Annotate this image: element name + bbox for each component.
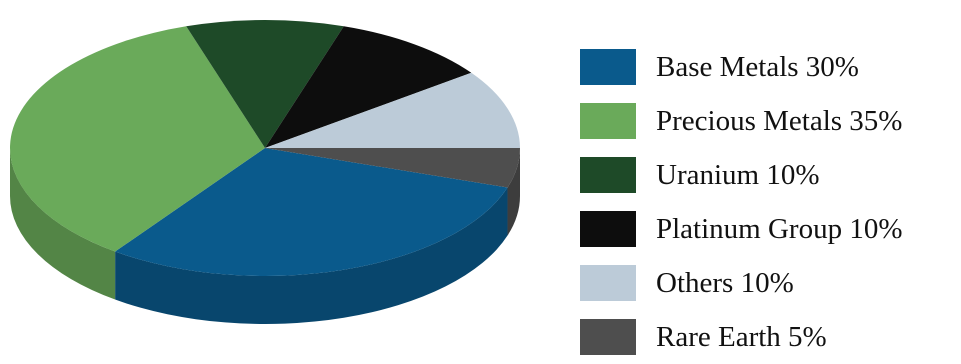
legend-label: Platinum Group 10% — [656, 212, 903, 245]
legend-swatch — [580, 157, 636, 193]
legend: Base Metals 30% Precious Metals 35% Uraniu… — [580, 40, 960, 364]
pie-slice-side — [507, 148, 520, 236]
pie-slices — [10, 20, 520, 276]
legend-item: Rare Earth 5% — [580, 310, 960, 364]
pie-chart — [10, 20, 520, 324]
legend-item: Precious Metals 35% — [580, 94, 960, 148]
legend-item: Uranium 10% — [580, 148, 960, 202]
legend-label: Precious Metals 35% — [656, 104, 903, 137]
legend-label: Base Metals 30% — [656, 50, 859, 83]
legend-label: Uranium 10% — [656, 158, 820, 191]
pie-slice — [265, 72, 520, 148]
pie-sides — [10, 148, 520, 324]
legend-swatch — [580, 265, 636, 301]
legend-label: Others 10% — [656, 266, 794, 299]
pie-slice — [186, 20, 344, 148]
legend-swatch — [580, 211, 636, 247]
legend-item: Base Metals 30% — [580, 40, 960, 94]
pie-slice — [265, 148, 520, 188]
pie-slice — [265, 26, 472, 148]
legend-label: Rare Earth 5% — [656, 320, 827, 353]
pie-slice — [10, 26, 265, 252]
pie-slice-side — [115, 187, 508, 324]
pie-slice-side — [10, 148, 116, 300]
legend-swatch — [580, 103, 636, 139]
legend-swatch — [580, 49, 636, 85]
legend-item: Others 10% — [580, 256, 960, 310]
pie-slice — [115, 148, 508, 276]
legend-item: Platinum Group 10% — [580, 202, 960, 256]
legend-swatch — [580, 319, 636, 355]
